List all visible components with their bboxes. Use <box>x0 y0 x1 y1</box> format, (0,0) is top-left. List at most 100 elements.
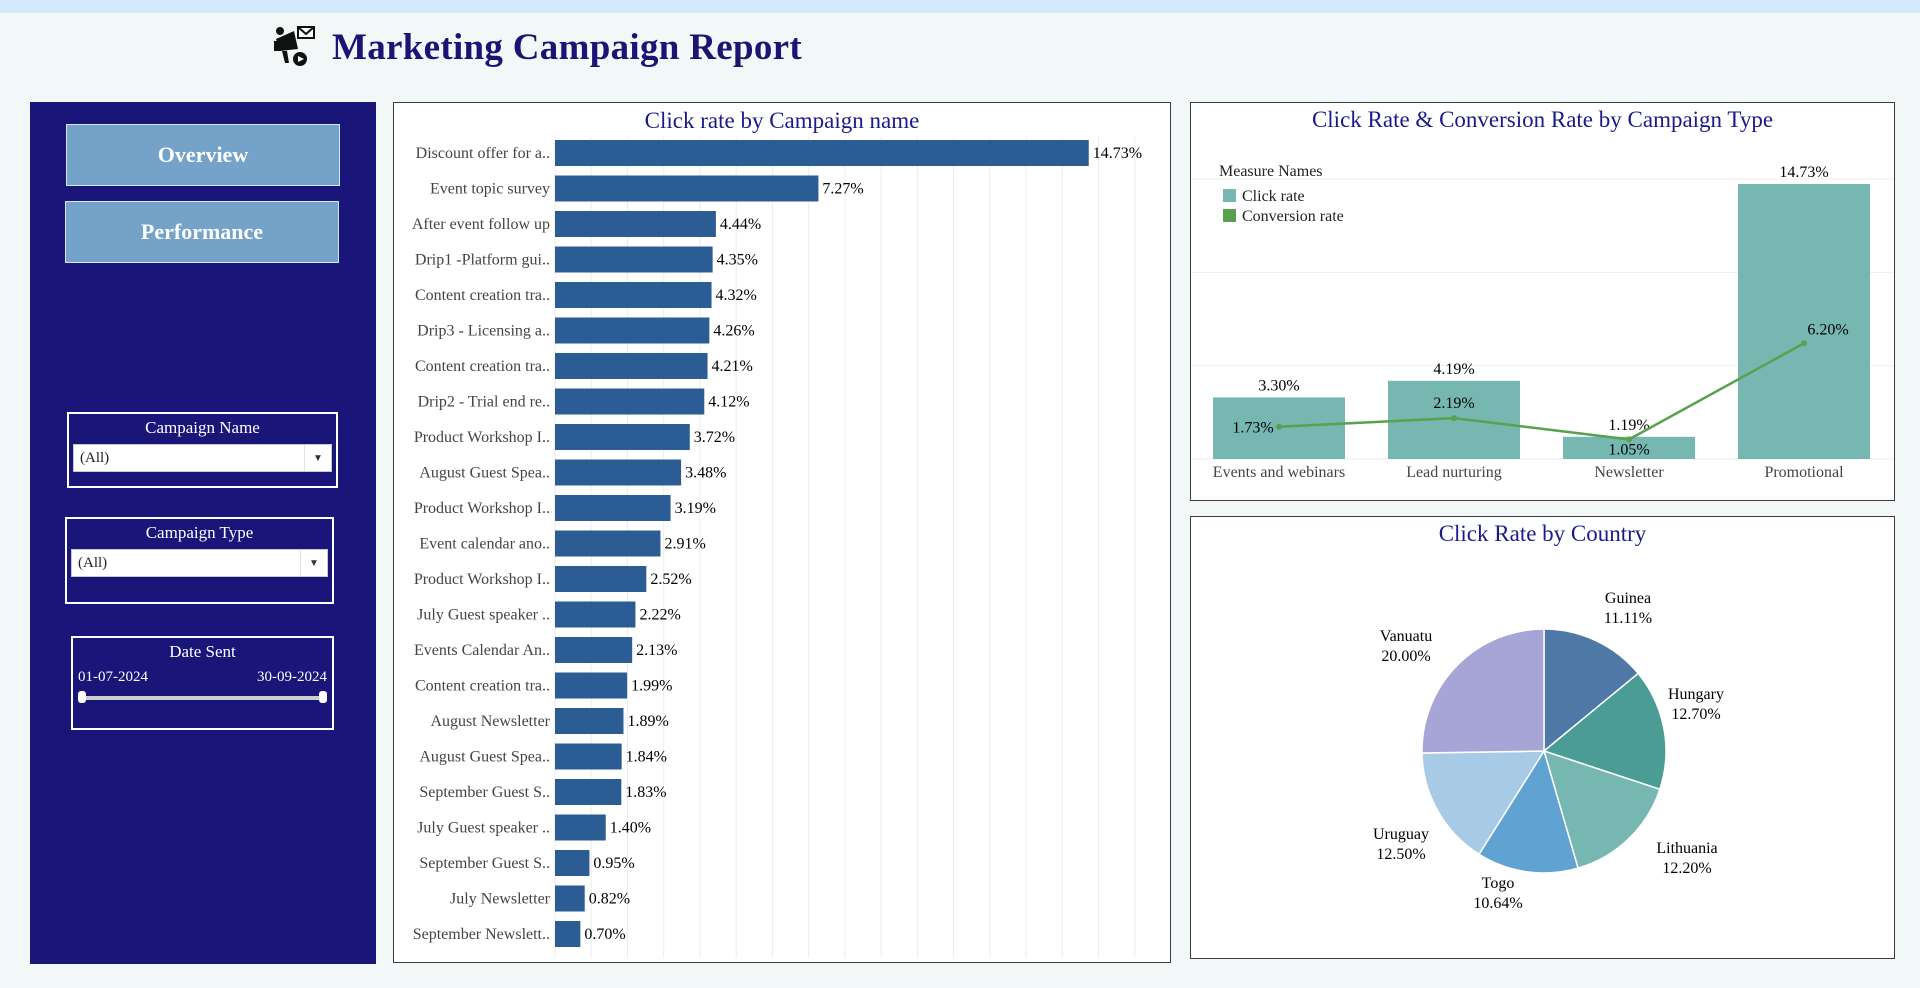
conversion-rate-point <box>1801 340 1807 347</box>
sidebar: Overview Performance Campaign Name (All)… <box>30 102 376 964</box>
category-label: Promotional <box>1764 464 1844 481</box>
bar <box>555 885 585 912</box>
bar <box>555 921 581 947</box>
data-label: 4.26% <box>713 323 754 340</box>
conversion-rate-label: 6.20% <box>1807 321 1848 338</box>
data-label: 0.70% <box>584 926 625 943</box>
bar <box>555 388 705 415</box>
overview-button[interactable]: Overview <box>66 124 340 186</box>
click-rate-label: 1.19% <box>1608 417 1649 434</box>
data-label: 1.89% <box>627 713 668 730</box>
pie-slice <box>1543 628 1640 753</box>
data-label: 0.95% <box>593 855 634 872</box>
category-label: Product Workshop I.. <box>414 500 550 517</box>
page-title: Marketing Campaign Report <box>332 26 802 68</box>
data-label: 7.27% <box>822 181 863 198</box>
bar <box>555 637 633 663</box>
bar <box>555 175 819 202</box>
slice-name-label: Lithuania <box>1656 840 1717 857</box>
campaign-name-select[interactable]: (All) ▼ <box>73 444 332 472</box>
report-header: Marketing Campaign Report <box>270 20 802 74</box>
click-rate-bar <box>1738 184 1870 459</box>
date-slider-end-handle[interactable] <box>319 691 327 703</box>
campaign-type-select[interactable]: (All) ▼ <box>71 549 328 577</box>
category-label: August Newsletter <box>430 713 550 730</box>
data-label: 2.13% <box>636 642 677 659</box>
campaign-name-filter: Campaign Name (All) ▼ <box>67 412 338 488</box>
category-label: Discount offer for a.. <box>416 145 550 162</box>
data-label: 3.72% <box>694 429 735 446</box>
slice-value-label: 10.64% <box>1473 895 1522 912</box>
data-label: 1.99% <box>631 678 672 695</box>
bar <box>555 246 713 273</box>
bar <box>555 672 628 699</box>
category-label: Events Calendar An.. <box>414 642 550 659</box>
country-click-rate-panel: Click Rate by Country Guinea 11.11% Hungar… <box>1190 516 1895 959</box>
performance-button[interactable]: Performance <box>65 201 339 263</box>
campaign-type-panel: Click Rate & Conversion Rate by Campaign… <box>1190 102 1895 501</box>
data-label: 1.84% <box>626 749 667 766</box>
bar <box>555 211 716 237</box>
category-label: Event calendar ano.. <box>419 536 550 553</box>
campaign-type-chart: 3.30% Events and webinars 4.19% Lead nurtur… <box>1191 163 1894 481</box>
megaphone-email-icon <box>274 26 315 66</box>
campaign-type-chart-title: Click Rate & Conversion Rate by Campaign… <box>1311 107 1774 132</box>
bar <box>555 850 590 876</box>
date-sent-filter: Date Sent 01-07-2024 30-09-2024 <box>71 636 334 730</box>
legend-swatch-click-rate <box>1223 189 1236 202</box>
click-rate-label: 3.30% <box>1258 377 1299 394</box>
date-slider-track[interactable] <box>81 696 324 700</box>
data-label: 4.32% <box>716 287 757 304</box>
date-sent-label: Date Sent <box>169 642 236 661</box>
category-label: After event follow up <box>412 216 550 233</box>
data-label: 4.12% <box>708 394 749 411</box>
slice-name-label: Vanuatu <box>1380 628 1432 645</box>
bar <box>555 353 708 379</box>
date-start-value: 01-07-2024 <box>78 669 148 685</box>
data-label: 4.44% <box>720 216 761 233</box>
dropdown-arrow-icon[interactable]: ▼ <box>304 445 331 471</box>
pie-slice <box>1421 628 1545 754</box>
top-strip <box>0 0 1920 13</box>
category-label: July Guest speaker .. <box>417 607 550 624</box>
campaign-name-value: (All) <box>80 450 110 466</box>
date-end-value: 30-09-2024 <box>257 669 327 685</box>
bar <box>555 282 712 308</box>
campaign-name-label: Campaign Name <box>145 418 260 437</box>
bar <box>555 495 671 521</box>
category-label: Newsletter <box>1594 464 1664 481</box>
campaign-type-filter: Campaign Type (All) ▼ <box>65 517 334 604</box>
legend-title: Measure Names <box>1219 163 1323 180</box>
category-label: Content creation tra.. <box>415 287 550 304</box>
slice-value-label: 12.70% <box>1671 706 1720 723</box>
slice-value-label: 12.20% <box>1662 860 1711 877</box>
bar <box>555 601 636 628</box>
data-label: 1.83% <box>625 784 666 801</box>
legend-swatch-conversion-rate <box>1223 209 1236 222</box>
category-label: July Guest speaker .. <box>417 820 550 837</box>
category-label: September Guest S.. <box>419 784 550 801</box>
bar <box>555 743 622 770</box>
data-label: 2.52% <box>650 571 691 588</box>
slice-value-label: 20.00% <box>1381 648 1430 665</box>
data-label: 1.40% <box>610 820 651 837</box>
bar <box>555 317 710 344</box>
click-rate-label: 14.73% <box>1779 164 1828 181</box>
category-label: August Guest Spea.. <box>419 749 550 766</box>
slice-value-label: 11.11% <box>1604 610 1652 627</box>
dropdown-arrow-icon[interactable]: ▼ <box>300 550 327 576</box>
bar <box>555 814 606 841</box>
category-label: September Guest S.. <box>419 855 550 872</box>
data-label: 3.19% <box>675 500 716 517</box>
category-label: Product Workshop I.. <box>414 429 550 446</box>
bar <box>555 140 1089 166</box>
bar <box>555 424 690 450</box>
category-label: Event topic survey <box>430 181 550 198</box>
country-chart-title: Click Rate by Country <box>1438 521 1647 546</box>
bar <box>555 459 682 486</box>
data-label: 3.48% <box>685 465 726 482</box>
category-label: Drip2 - Trial end re.. <box>418 394 550 411</box>
conversion-rate-label: 2.19% <box>1433 395 1474 412</box>
country-pie-chart: Guinea 11.11% Hungary 12.70% Lithuania 12.20%… <box>1373 590 1724 912</box>
date-slider-start-handle[interactable] <box>78 691 86 703</box>
